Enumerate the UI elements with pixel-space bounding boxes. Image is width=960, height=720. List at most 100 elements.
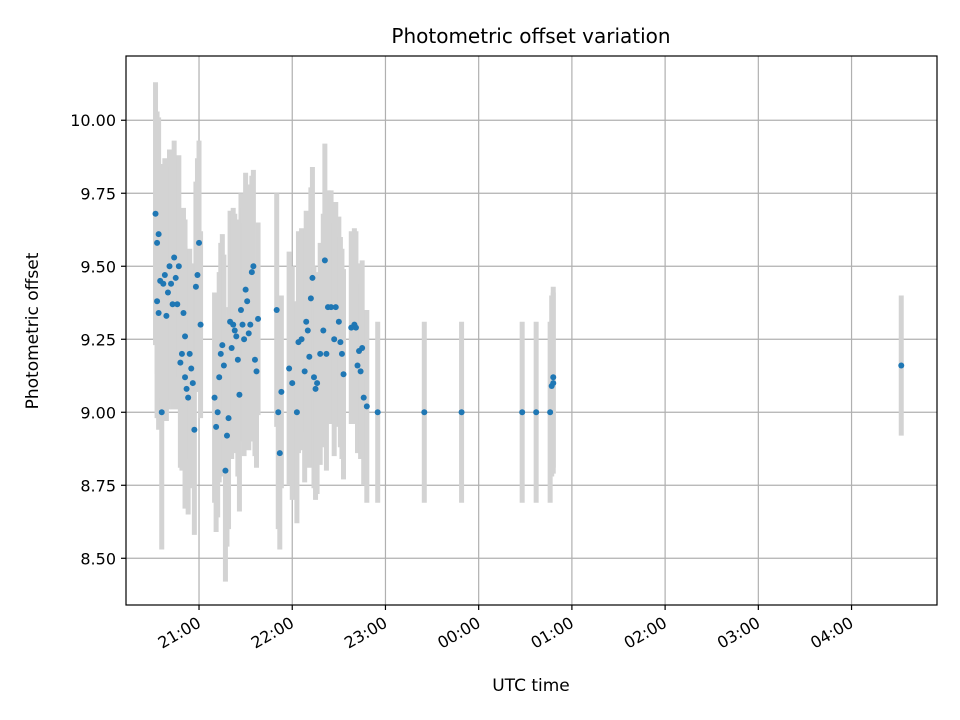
data-point (312, 385, 319, 392)
data-point (340, 371, 347, 378)
data-point (363, 403, 370, 410)
data-point (191, 426, 198, 433)
data-point (188, 365, 195, 372)
data-point (223, 432, 230, 439)
y-tick-label: 9.50 (80, 257, 116, 276)
data-point (354, 362, 361, 369)
data-point (245, 330, 252, 337)
data-point (547, 409, 554, 416)
data-point (178, 350, 185, 357)
data-point (337, 339, 344, 346)
data-point (244, 298, 251, 305)
data-point (550, 380, 557, 387)
data-point (183, 385, 190, 392)
data-point (323, 350, 330, 357)
data-point (286, 365, 293, 372)
data-point (152, 210, 159, 217)
data-point (166, 263, 173, 270)
data-point (164, 289, 171, 296)
data-point (172, 274, 179, 281)
data-point (303, 318, 310, 325)
data-point (180, 309, 187, 316)
data-point (306, 353, 313, 360)
data-point (222, 467, 229, 474)
data-point (155, 231, 162, 238)
data-point (239, 321, 246, 328)
data-point (163, 312, 170, 319)
chart-title: Photometric offset variation (391, 24, 670, 48)
data-point (314, 380, 321, 387)
y-tick-label: 9.00 (80, 403, 116, 422)
data-point (309, 274, 316, 281)
data-point (231, 327, 238, 334)
y-tick-label: 8.75 (80, 476, 116, 495)
data-point (225, 415, 232, 422)
data-point (177, 359, 184, 366)
data-point (293, 409, 300, 416)
data-point (219, 342, 226, 349)
data-point (196, 239, 203, 246)
data-point (421, 409, 428, 416)
data-point (533, 409, 540, 416)
y-tick-label: 9.25 (80, 330, 116, 349)
data-point (374, 409, 381, 416)
data-point (186, 350, 193, 357)
data-point (360, 394, 367, 401)
data-point (182, 374, 189, 381)
x-axis-label: UTC time (492, 676, 570, 696)
data-point (298, 336, 305, 343)
data-point (242, 286, 249, 293)
data-point (160, 280, 167, 287)
data-point (236, 391, 243, 398)
data-point (174, 301, 181, 308)
data-point (310, 374, 317, 381)
data-point (169, 301, 176, 308)
data-point (168, 280, 175, 287)
y-tick-label: 9.75 (80, 184, 116, 203)
data-point (154, 298, 161, 305)
data-point (247, 321, 254, 328)
data-point (328, 304, 335, 311)
data-point (317, 350, 324, 357)
data-point (357, 368, 364, 375)
data-point (158, 409, 165, 416)
data-point (197, 321, 204, 328)
data-point (320, 327, 327, 334)
data-point (192, 283, 199, 290)
data-point (278, 388, 285, 395)
data-point (248, 269, 255, 276)
data-point (301, 368, 308, 375)
data-point (217, 350, 224, 357)
data-point (213, 423, 220, 430)
data-point (234, 356, 241, 363)
data-point (216, 374, 223, 381)
plot-frame (125, 55, 938, 606)
y-ticks: 8.50 8.75 9.00 9.25 9.50 9.75 10.00 (70, 111, 126, 568)
data-point (175, 263, 182, 270)
data-point (171, 254, 178, 261)
data-point (352, 324, 359, 331)
data-point (230, 321, 237, 328)
data-point (220, 362, 227, 369)
data-point (332, 304, 339, 311)
data-point (273, 307, 280, 314)
data-points (152, 210, 905, 474)
data-point (458, 409, 465, 416)
data-point (550, 374, 557, 381)
y-tick-label: 10.00 (70, 111, 116, 130)
data-point (276, 450, 283, 457)
data-point (237, 307, 244, 314)
data-point (519, 409, 526, 416)
data-point (307, 295, 314, 302)
data-point (154, 239, 161, 246)
data-point (214, 409, 221, 416)
data-point (251, 356, 258, 363)
data-point (182, 333, 189, 340)
y-axis-label: Photometric offset (23, 252, 43, 409)
y-tick-label: 8.50 (80, 549, 116, 568)
data-point (185, 394, 192, 401)
data-point (189, 380, 196, 387)
data-point (250, 263, 257, 270)
